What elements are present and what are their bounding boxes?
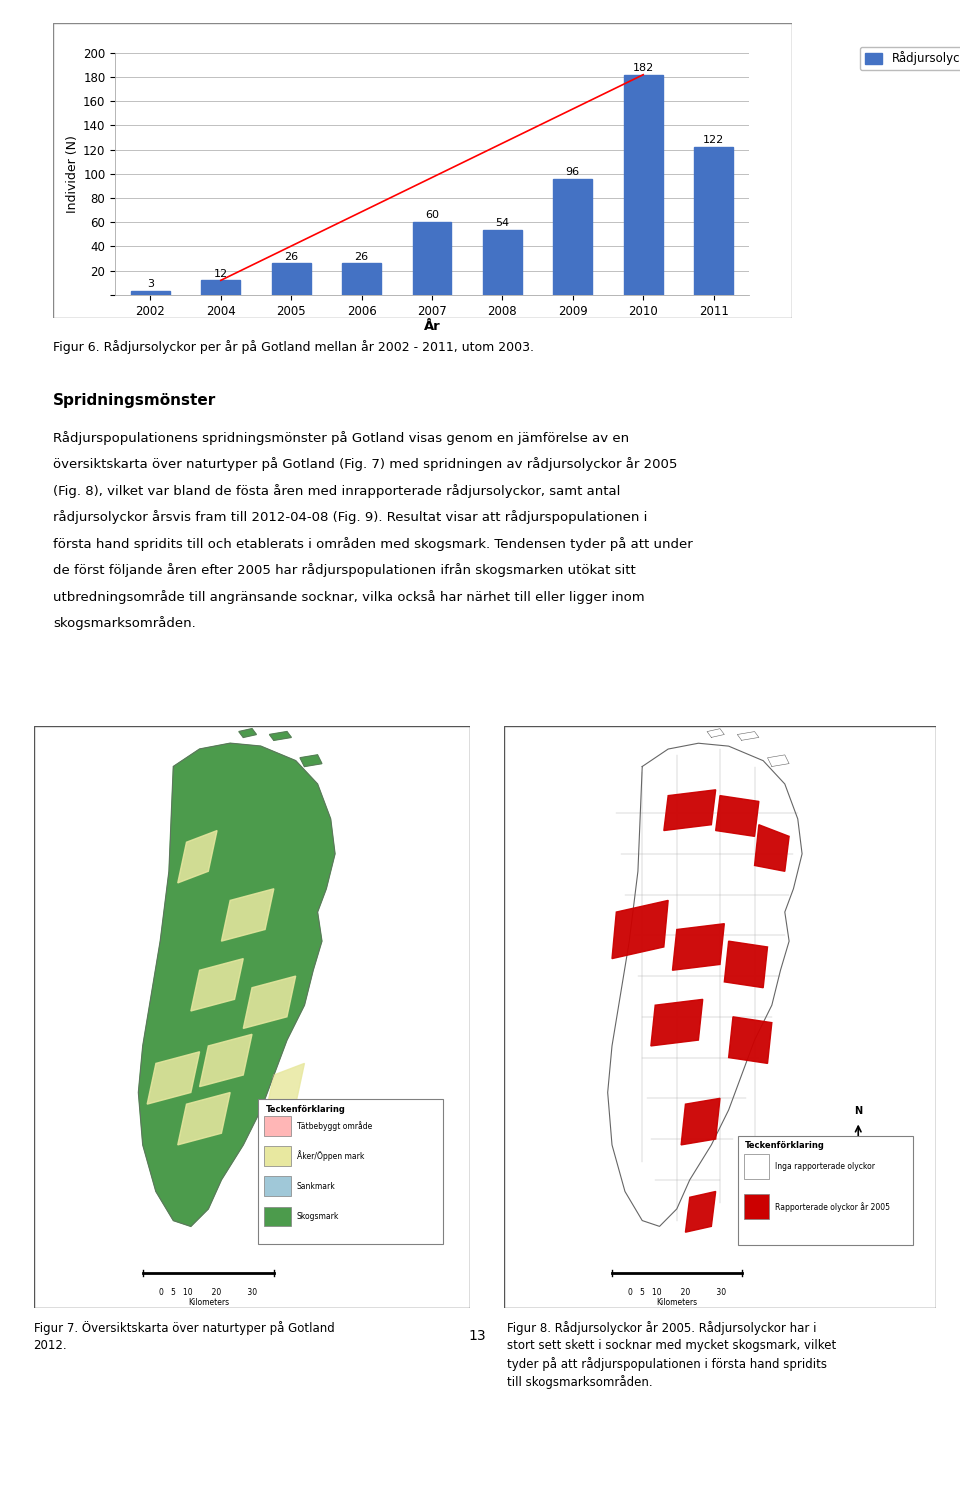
Bar [202,280,240,295]
Text: 0   5   10        20           30
Kilometers: 0 5 10 20 30 Kilometers [159,1288,257,1306]
Polygon shape [191,959,243,1012]
Polygon shape [682,1098,720,1145]
Text: Teckenförklaring: Teckenförklaring [266,1105,346,1114]
Polygon shape [729,1016,772,1063]
Polygon shape [222,889,274,940]
Polygon shape [725,940,768,987]
Bar [553,178,592,295]
Polygon shape [737,732,759,741]
Bar [743,1194,769,1219]
Text: första hand spridits till och etablerats i områden med skogsmark. Tendensen tyde: första hand spridits till och etablerats… [53,537,692,550]
Polygon shape [664,789,716,830]
Text: N: N [854,1105,862,1116]
Polygon shape [651,999,703,1046]
Text: 26: 26 [284,251,299,262]
FancyBboxPatch shape [258,1099,443,1244]
Text: Figur 6. Rådjursolyckor per år på Gotland mellan år 2002 - 2011, utom 2003.: Figur 6. Rådjursolyckor per år på Gotlan… [53,340,534,354]
Polygon shape [200,1034,252,1087]
Text: Spridningsmönster: Spridningsmönster [53,393,216,408]
Polygon shape [243,977,296,1028]
Y-axis label: Individer (N): Individer (N) [66,135,79,213]
X-axis label: År: År [423,321,441,333]
Bar [264,1146,291,1166]
FancyBboxPatch shape [738,1137,913,1246]
Text: Rådjurspopulationens spridningsmönster på Gotland visas genom en jämförelse av e: Rådjurspopulationens spridningsmönster p… [53,431,629,445]
Text: 0   5   10        20           30
Kilometers: 0 5 10 20 30 Kilometers [628,1288,726,1306]
Legend: Rådjursolyckor: Rådjursolyckor [860,47,960,70]
Bar [743,1155,769,1179]
Text: Sankmark: Sankmark [297,1182,335,1190]
Bar [624,74,662,295]
Text: Tätbebyggt område: Tätbebyggt område [297,1120,372,1131]
Bar [264,1176,291,1196]
Polygon shape [685,1191,716,1232]
Polygon shape [755,824,789,871]
Polygon shape [768,754,789,767]
Polygon shape [300,754,322,767]
Bar [264,1207,291,1226]
Text: 54: 54 [495,218,510,228]
Polygon shape [612,900,668,959]
Text: Rapporterade olyckor år 2005: Rapporterade olyckor år 2005 [775,1202,890,1211]
Text: 3: 3 [147,280,154,289]
Polygon shape [178,830,217,883]
Text: 26: 26 [354,251,369,262]
Bar [342,263,381,295]
Text: Inga rapporterade olyckor: Inga rapporterade olyckor [775,1163,875,1172]
Text: skogsmarksområden.: skogsmarksområden. [53,617,196,631]
Text: 13: 13 [468,1329,486,1343]
Polygon shape [672,924,725,971]
Text: utbredningsområde till angränsande socknar, vilka också har närhet till eller li: utbredningsområde till angränsande sockn… [53,590,644,603]
Text: de först följande åren efter 2005 har rådjurspopulationen ifrån skogsmarken utök: de först följande åren efter 2005 har rå… [53,564,636,578]
Text: N: N [304,1129,313,1139]
Polygon shape [270,732,291,741]
Text: 122: 122 [703,136,724,145]
Text: Figur 7. Översiktskarta över naturtyper på Gotland
2012.: Figur 7. Översiktskarta över naturtyper … [34,1321,334,1352]
Bar [264,1116,291,1136]
Text: 182: 182 [633,64,654,73]
Text: 96: 96 [565,166,580,177]
Text: översiktskarta över naturtyper på Gotland (Fig. 7) med spridningen av rådjursoly: översiktskarta över naturtyper på Gotlan… [53,457,677,472]
Text: (Fig. 8), vilket var bland de fösta åren med inrapporterade rådjursolyckor, samt: (Fig. 8), vilket var bland de fösta åren… [53,484,620,497]
Text: 12: 12 [214,269,228,278]
Text: Figur 8. Rådjursolyckor år 2005. Rådjursolyckor har i
stort sett skett i socknar: Figur 8. Rådjursolyckor år 2005. Rådjurs… [507,1321,836,1390]
Bar [413,222,451,295]
Bar [272,263,311,295]
Polygon shape [608,744,803,1226]
Text: Åker/Öppen mark: Åker/Öppen mark [297,1151,364,1161]
Text: Teckenförklaring: Teckenförklaring [745,1140,826,1149]
Polygon shape [138,744,335,1226]
Text: Skogsmark: Skogsmark [297,1213,339,1220]
Bar [131,292,170,295]
Polygon shape [147,1052,200,1104]
Polygon shape [178,1093,230,1145]
Text: 60: 60 [425,210,439,221]
Polygon shape [716,795,759,836]
Polygon shape [707,729,725,738]
Polygon shape [265,1063,304,1116]
Bar [483,230,522,295]
Text: rådjursolyckor årsvis fram till 2012-04-08 (Fig. 9). Resultat visar att rådjursp: rådjursolyckor årsvis fram till 2012-04-… [53,511,647,525]
Bar [694,147,733,295]
Polygon shape [239,729,256,738]
